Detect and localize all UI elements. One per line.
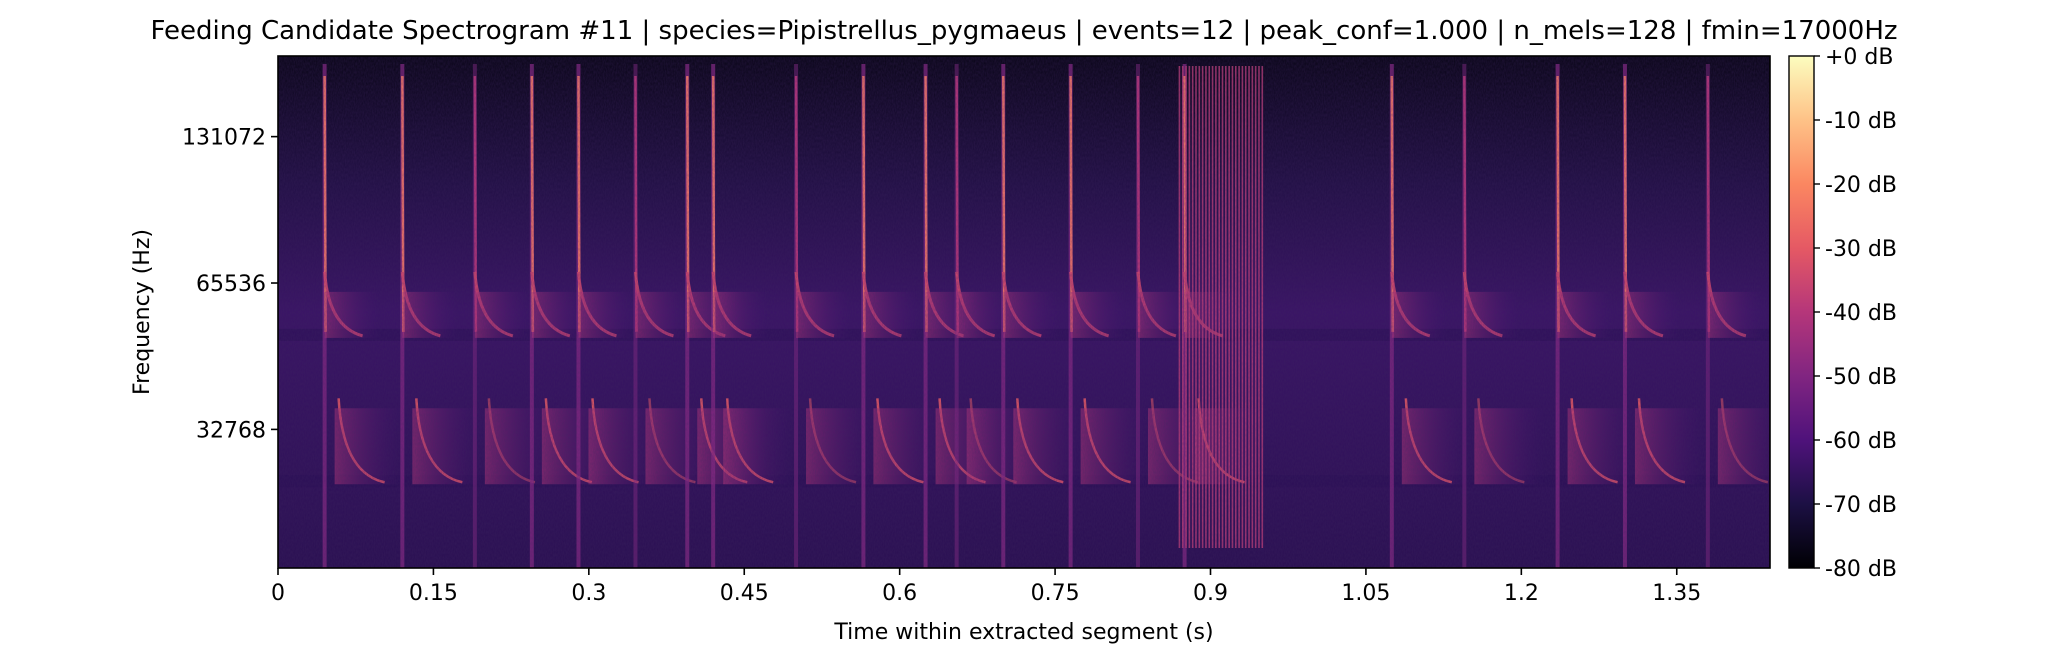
plot-area [278, 56, 1770, 568]
colorbar-tick-label: +0 dB [1825, 45, 1893, 70]
colorbar-tick-label: -20 dB [1825, 173, 1897, 198]
y-tick-label: 131072 [182, 126, 266, 151]
colorbar-tick-label: -80 dB [1825, 557, 1897, 582]
x-tick-label: 0.3 [571, 581, 606, 606]
colorbar-tick-label: -30 dB [1825, 237, 1897, 262]
y-tick-label: 65536 [196, 272, 266, 297]
x-axis-label: Time within extracted segment (s) [833, 620, 1213, 645]
x-tick-label: 1.2 [1504, 581, 1539, 606]
colorbar-tick-label: -10 dB [1825, 109, 1897, 134]
x-tick-label: 1.05 [1341, 581, 1390, 606]
colorbar: +0 dB -10 dB -20 dB -30 dB -40 dB -50 dB -60 d… [1788, 45, 1897, 582]
plot-frame [277, 55, 1771, 569]
y-axis-label: Frequency (Hz) [130, 229, 155, 395]
x-tick-label: 0.15 [409, 581, 458, 606]
chart-title: Feeding Candidate Spectrogram #11 | spec… [150, 16, 1897, 46]
colorbar-ticks: +0 dB -10 dB -20 dB -30 dB -40 dB -50 dB -60 d… [1814, 45, 1897, 582]
x-axis: 0 0.15 0.3 0.45 0.6 0.75 0.9 1.05 1.2 1.35 [271, 568, 1701, 606]
x-tick-label: 1.35 [1652, 581, 1701, 606]
x-tick-label: 0.9 [1193, 581, 1228, 606]
y-tick-label: 32768 [196, 418, 266, 443]
colorbar-gradient [1788, 55, 1815, 569]
x-tick-label: 0.6 [882, 581, 917, 606]
y-axis: 32768 65536 131072 [182, 126, 278, 443]
colorbar-tick-label: -70 dB [1825, 493, 1897, 518]
x-tick-label: 0.75 [1031, 581, 1080, 606]
spectrogram-noise [278, 56, 1770, 568]
colorbar-tick-label: -50 dB [1825, 365, 1897, 390]
x-tick-label: 0.45 [720, 581, 769, 606]
colorbar-tick-label: -40 dB [1825, 301, 1897, 326]
x-tick-label: 0 [271, 581, 285, 606]
colorbar-tick-label: -60 dB [1825, 429, 1897, 454]
